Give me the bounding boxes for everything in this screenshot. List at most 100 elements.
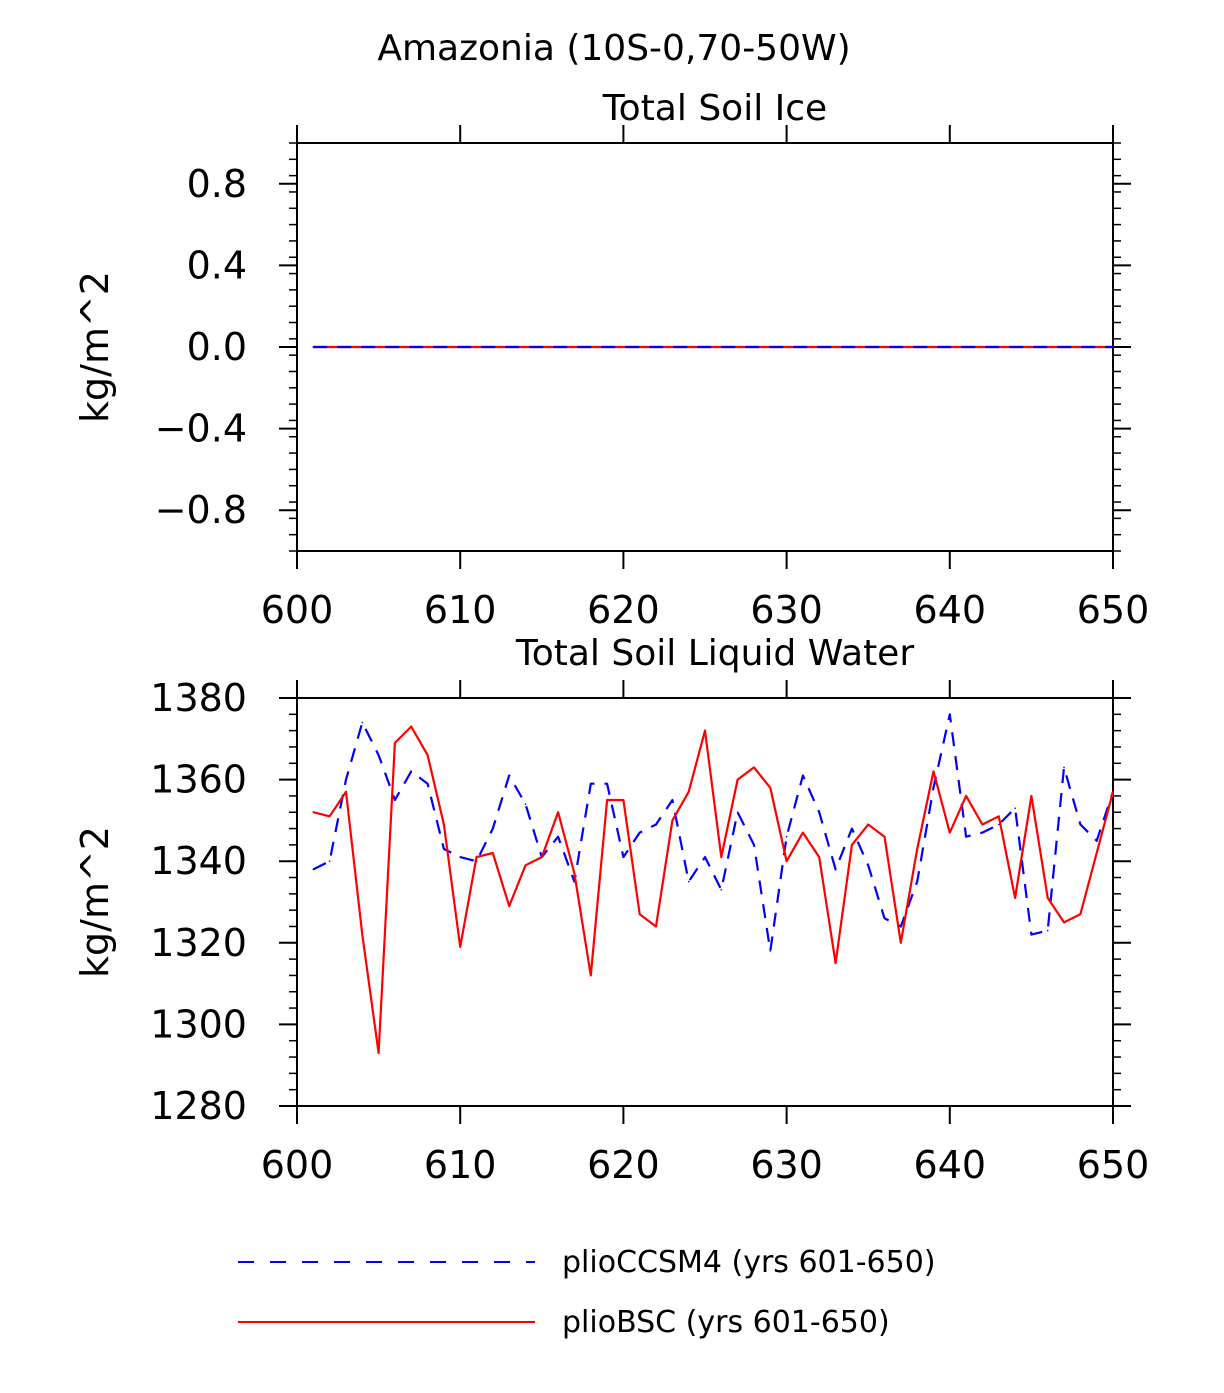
data-point (720, 889, 723, 891)
data-point (492, 852, 494, 854)
data-point (1030, 933, 1033, 936)
data-point (753, 844, 755, 846)
data-point (834, 868, 837, 871)
data-point (1112, 791, 1114, 793)
data-point (328, 815, 331, 818)
data-point (981, 823, 984, 826)
data-point (508, 774, 511, 777)
data-point (622, 856, 625, 858)
data-point (638, 913, 641, 915)
data-point (1063, 766, 1065, 769)
panel-title: Total Soil Ice (602, 88, 827, 129)
data-point (1030, 795, 1033, 797)
data-point (475, 856, 478, 858)
data-point (687, 791, 690, 793)
data-point (736, 811, 739, 813)
data-point (965, 795, 967, 797)
data-point (426, 782, 429, 785)
y-tick-label: 0.0 (187, 325, 247, 369)
y-tick-label: 1340 (150, 839, 247, 883)
data-point (704, 729, 706, 732)
data-point (606, 799, 608, 801)
data-point (492, 827, 494, 830)
data-point (998, 823, 1000, 826)
data-point (524, 803, 527, 805)
data-point (345, 778, 347, 781)
data-point (932, 787, 935, 789)
data-point (410, 770, 413, 773)
plot-frame (296, 697, 1114, 1107)
data-point (524, 864, 527, 867)
data-point (328, 860, 331, 862)
data-point (638, 831, 641, 834)
data-point (916, 880, 918, 883)
data-point (655, 823, 657, 826)
data-point (1063, 921, 1065, 924)
data-point (671, 819, 674, 822)
y-tick-label: 0.8 (187, 162, 247, 206)
data-point (394, 799, 396, 801)
y-tick-label: 1280 (150, 1084, 247, 1128)
panel-total-soil-ice: Total Soil Ice 600 610 620 630 640 650 −0.8 −0.4… (73, 88, 1149, 632)
x-tick-label: 640 (914, 1143, 987, 1187)
data-point (1079, 823, 1082, 826)
data-point (394, 742, 396, 744)
data-point (606, 782, 608, 785)
data-point (932, 770, 935, 773)
data-point (345, 791, 347, 793)
data-point (851, 827, 853, 830)
data-point (361, 933, 364, 936)
legend-label-pliobsc: plioBSC (yrs 601-650) (562, 1305, 890, 1340)
data-point (671, 799, 674, 801)
data-point (1014, 897, 1016, 899)
data-point (998, 815, 1000, 818)
data-point (377, 754, 380, 756)
data-point (785, 835, 788, 838)
data-point (557, 835, 559, 838)
legend: plioCCSM4 (yrs 601-650) plioBSC (yrs 601… (238, 1245, 936, 1340)
y-axis-label: kg/m^2 (73, 826, 117, 978)
y-tick-label: 1320 (150, 921, 247, 965)
data-point (590, 974, 592, 977)
data-point (916, 848, 918, 850)
data-point (900, 925, 902, 928)
x-tick-label: 640 (914, 588, 987, 632)
data-point (508, 905, 511, 907)
data-point (867, 823, 869, 826)
data-point (410, 725, 413, 728)
legend-label-plioCCSM4: plioCCSM4 (yrs 601-650) (562, 1245, 936, 1280)
data-point (1046, 929, 1049, 932)
y-tick-label: 1380 (150, 676, 247, 720)
data-point (883, 917, 886, 920)
x-tick-label: 650 (1077, 588, 1150, 632)
data-point (1014, 807, 1016, 809)
data-point (965, 835, 967, 838)
data-point (802, 831, 804, 834)
data-point (687, 880, 690, 883)
y-tick-label: 1300 (150, 1002, 247, 1046)
data-point (851, 844, 853, 846)
data-point (590, 782, 592, 785)
data-point (573, 872, 576, 875)
data-point (736, 778, 739, 781)
data-point (900, 942, 902, 944)
data-point (361, 721, 364, 724)
data-point (769, 787, 772, 789)
data-point (443, 848, 445, 850)
data-point (753, 766, 755, 769)
data-point (1095, 852, 1098, 854)
data-point (312, 868, 315, 871)
data-point (1112, 346, 1114, 348)
data-point (818, 856, 820, 858)
data-point (818, 811, 820, 813)
data-point (883, 835, 886, 838)
data-point (459, 946, 462, 948)
data-point (1046, 897, 1049, 899)
y-tick-label: 1360 (150, 758, 247, 802)
data-point (1079, 913, 1082, 915)
x-tick-label: 650 (1077, 1143, 1150, 1187)
data-point (867, 864, 869, 867)
x-tick-label: 620 (587, 588, 660, 632)
data-point (981, 831, 984, 834)
